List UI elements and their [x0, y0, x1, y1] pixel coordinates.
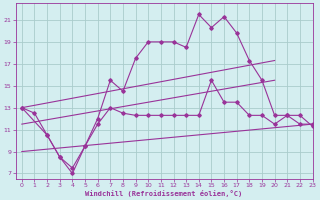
X-axis label: Windchill (Refroidissement éolien,°C): Windchill (Refroidissement éolien,°C): [85, 190, 243, 197]
